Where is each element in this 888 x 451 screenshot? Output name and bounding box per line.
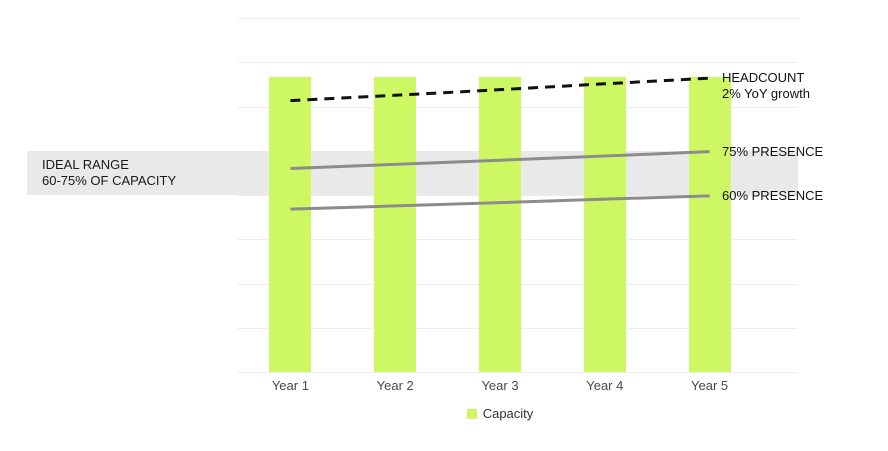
- headcount-line-label: HEADCOUNT 2% YoY growth: [722, 70, 810, 103]
- capacity-legend-swatch: [466, 408, 477, 419]
- ideal-range-label: IDEAL RANGE 60-75% OF CAPACITY: [27, 157, 176, 190]
- gridline: [238, 18, 798, 19]
- gridline: [238, 62, 798, 64]
- ideal-range-label-line2: 60-75% OF CAPACITY: [42, 172, 177, 188]
- x-axis-label: Year 4: [586, 378, 624, 393]
- headcount-line-label-title: HEADCOUNT: [722, 70, 805, 86]
- capacity-bar: [688, 77, 731, 372]
- ideal-range-label-line1: IDEAL RANGE: [42, 156, 129, 172]
- x-axis-label: Year 3: [481, 378, 519, 393]
- presence-75-line-label: 75% PRESENCE: [722, 143, 824, 159]
- capacity-bar: [479, 77, 521, 372]
- capacity-bar: [374, 77, 417, 372]
- gridline: [238, 372, 798, 373]
- capacity-bar: [583, 77, 626, 372]
- x-axis-label: Year 5: [691, 378, 729, 393]
- capacity-legend-label: Capacity: [482, 406, 534, 421]
- presence-60-line-label: 60% PRESENCE: [722, 187, 824, 203]
- x-axis-label: Year 1: [271, 378, 309, 393]
- headcount-line-label-subtitle: 2% YoY growth: [722, 86, 810, 102]
- x-axis-label: Year 2: [376, 378, 414, 393]
- capacity-bar: [269, 77, 312, 372]
- legend: Capacity: [238, 406, 762, 421]
